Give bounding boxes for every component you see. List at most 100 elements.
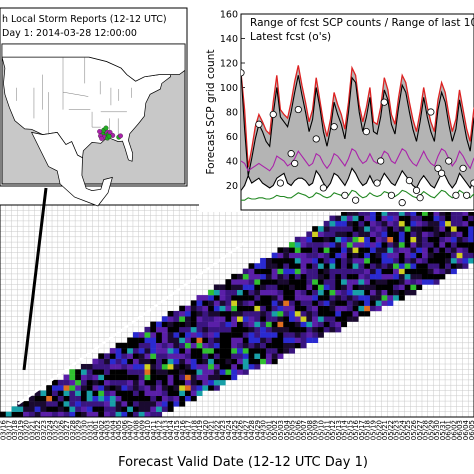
heatmap-cell: [179, 348, 186, 354]
heatmap-cell: [294, 236, 301, 243]
heatmap-cell: [213, 321, 220, 328]
heatmap-cell: [306, 337, 313, 343]
heatmap-cell: [341, 210, 348, 216]
heatmap-cell: [265, 337, 272, 343]
heatmap-cell: [277, 311, 284, 317]
heatmap-cell: [208, 374, 215, 381]
heatmap-cell: [127, 348, 134, 354]
heatmap-cell: [179, 337, 186, 343]
heatmap-cell: [57, 379, 64, 386]
heatmap-cell: [375, 258, 382, 264]
heatmap-cell: [289, 252, 296, 259]
heatmap-cell: [121, 411, 128, 418]
heatmap-cell: [237, 358, 243, 365]
heatmap-cell: [231, 337, 238, 343]
heatmap-cell: [265, 295, 272, 301]
heatmap-cell: [271, 273, 278, 280]
heatmap-cell: [329, 279, 336, 285]
heatmap-cell: [144, 395, 151, 402]
heatmap-cell: [439, 263, 446, 269]
heatmap-cell: [387, 263, 394, 269]
x-tick-label: 05/11: [323, 420, 331, 440]
heatmap-cell: [335, 279, 342, 285]
heatmap-cell: [289, 268, 296, 275]
heatmap-cell: [179, 332, 186, 338]
heatmap-cell: [121, 364, 128, 370]
heatmap-cell: [231, 348, 238, 354]
heatmap-cell: [225, 326, 232, 333]
heatmap-cell: [190, 337, 197, 343]
heatmap-cell: [410, 263, 417, 269]
heatmap-cell: [242, 321, 249, 328]
heatmap-cell: [40, 401, 47, 407]
heatmap-cell: [265, 316, 272, 322]
heatmap-cell: [283, 342, 290, 349]
heatmap-cell: [393, 263, 400, 269]
heatmap-cell: [352, 284, 359, 290]
heatmap-cell: [248, 321, 255, 328]
heatmap-cell: [306, 284, 313, 290]
heatmap-cell: [335, 300, 342, 306]
heatmap-cell: [132, 395, 139, 402]
heatmap-cell: [364, 252, 371, 259]
heatmap-cell: [138, 348, 145, 354]
heatmap-cell: [393, 268, 400, 275]
heatmap-cell: [75, 379, 82, 386]
heatmap-cell: [179, 374, 186, 381]
heatmap-cell: [289, 258, 296, 264]
heatmap-cell: [57, 395, 64, 402]
heatmap-cell: [398, 268, 405, 275]
heatmap-cell: [219, 374, 226, 381]
heatmap-cell: [86, 406, 93, 412]
heatmap-cell: [346, 258, 353, 264]
heatmap-cell: [231, 342, 238, 349]
x-tick-label: 05/28: [422, 420, 430, 440]
heatmap-cell: [237, 369, 243, 375]
heatmap-cell: [294, 284, 301, 290]
heatmap-cell: [52, 395, 59, 402]
heatmap-cell: [179, 353, 186, 359]
heatmap-cell: [312, 295, 319, 301]
x-tick-label: 04/19: [196, 420, 204, 440]
heatmap-cell: [300, 300, 307, 306]
x-tick-label: 05/18: [364, 420, 372, 440]
heatmap-cell: [213, 348, 220, 354]
series-latest_fcst_low: [241, 189, 474, 201]
heatmap-cell: [398, 284, 405, 290]
heatmap-cell: [80, 395, 87, 402]
heatmap-cell: [231, 321, 238, 328]
heatmap-cell: [341, 231, 348, 237]
heatmap-cell: [115, 385, 122, 391]
heatmap-cell: [109, 364, 116, 370]
heatmap-cell: [427, 279, 434, 285]
x-tick-label: 05/02: [271, 420, 279, 440]
heatmap-cell: [306, 321, 313, 328]
heatmap-cell: [271, 353, 278, 359]
heatmap-cell: [260, 300, 267, 306]
heatmap-cell: [34, 395, 41, 402]
heatmap-cell: [271, 311, 278, 317]
heatmap-cell: [341, 273, 348, 280]
heatmap-cell: [456, 220, 463, 227]
heatmap-cell: [260, 342, 267, 349]
heatmap-cell: [387, 295, 394, 301]
heatmap-cell: [445, 252, 452, 259]
heatmap-cell: [260, 353, 267, 359]
heatmap-cell: [375, 279, 382, 285]
heatmap-cell: [335, 252, 342, 259]
heatmap-cell: [213, 316, 220, 322]
heatmap-cell: [202, 305, 209, 312]
heatmap-cell: [144, 348, 151, 354]
heatmap-cell: [317, 236, 324, 243]
heatmap-cell: [173, 364, 180, 370]
heatmap-cell: [369, 236, 376, 243]
heatmap-cell: [260, 311, 267, 317]
heatmap-cell: [277, 300, 284, 306]
heatmap-cell: [109, 379, 116, 386]
heatmap-cell: [127, 406, 134, 412]
heatmap-cell: [433, 273, 440, 280]
heatmap-cell: [346, 236, 353, 243]
heatmap-cell: [167, 332, 174, 338]
heatmap-cell: [404, 236, 411, 243]
heatmap-cell: [364, 284, 371, 290]
